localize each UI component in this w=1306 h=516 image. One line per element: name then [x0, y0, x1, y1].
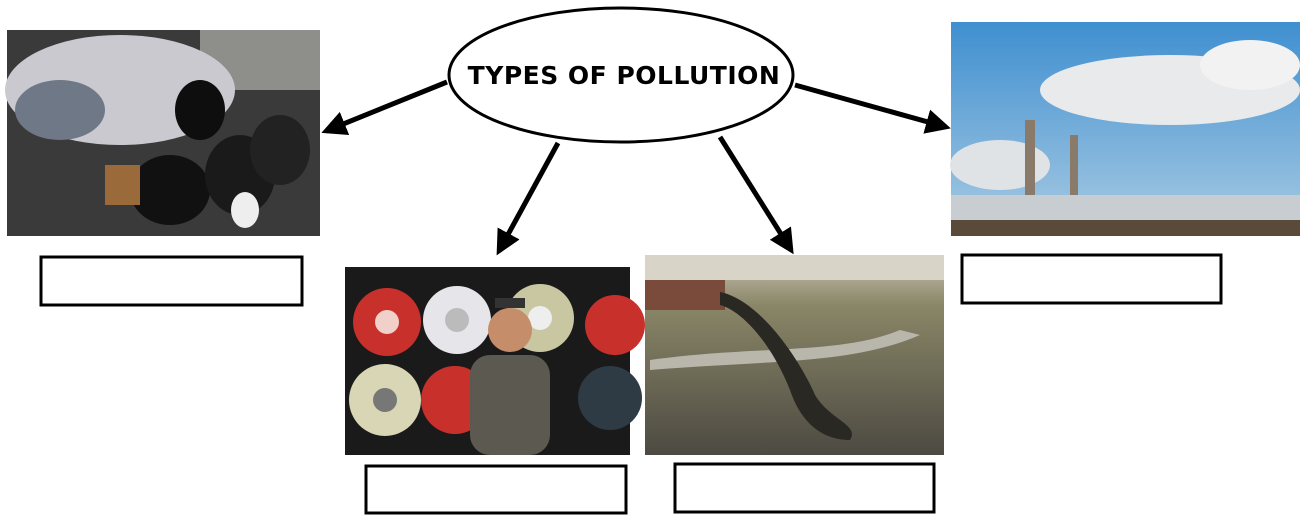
- noise-photo: [345, 267, 645, 455]
- title: TYPES OF POLLUTION: [468, 61, 781, 90]
- page: TYPES OF POLLUTION (() => { const data =…: [0, 0, 1306, 516]
- diagram: TYPES OF POLLUTION: [0, 0, 1306, 516]
- answer-box: [366, 466, 626, 513]
- arrow: [795, 85, 946, 127]
- garbage-photo: [5, 30, 320, 236]
- arrow: [720, 137, 791, 250]
- water-photo: [645, 255, 944, 455]
- answer-box: [675, 464, 934, 512]
- arrow: [326, 82, 447, 131]
- arrow: [499, 143, 558, 251]
- air-photo: [950, 22, 1300, 236]
- answer-box: [41, 257, 302, 305]
- answer-box: [962, 255, 1221, 303]
